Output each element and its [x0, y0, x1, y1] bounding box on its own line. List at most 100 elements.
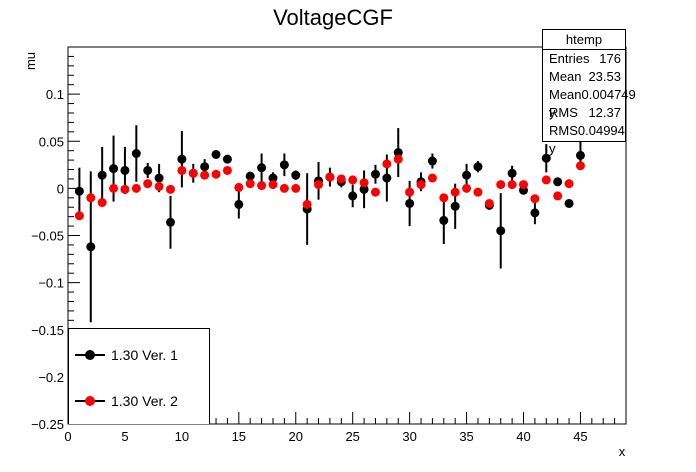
data-point	[86, 193, 96, 203]
data-point	[507, 180, 517, 190]
data-point	[530, 194, 540, 204]
data-point	[382, 173, 392, 183]
legend: 1.30 Ver. 1 1.30 Ver. 2	[68, 328, 210, 424]
chart-title: VoltageCGF	[273, 5, 393, 30]
data-point	[120, 165, 130, 175]
data-point	[143, 165, 153, 175]
data-point	[245, 171, 255, 181]
data-point	[291, 183, 301, 193]
stats-value: 0.004749	[581, 87, 636, 102]
stats-row-rms-y: RMS y 0.04994	[543, 122, 625, 156]
data-point	[359, 184, 369, 194]
data-point	[393, 148, 403, 158]
data-point	[348, 175, 358, 185]
data-point	[462, 183, 472, 193]
data-point	[222, 154, 232, 164]
data-point	[109, 164, 119, 174]
data-point	[473, 162, 483, 172]
data-point	[268, 173, 278, 183]
data-point	[370, 169, 380, 179]
data-point	[462, 170, 472, 180]
data-point	[154, 173, 164, 183]
data-point	[131, 149, 141, 159]
stats-label: RMS y	[549, 123, 578, 156]
stats-row-rms: RMS 12.37	[543, 104, 625, 122]
data-point	[370, 187, 380, 197]
x-tick-label: 25	[345, 429, 359, 444]
stats-value: 176	[599, 51, 621, 66]
y-tick-label: −0.2	[38, 370, 64, 385]
x-axis-label: x	[619, 444, 626, 459]
y-tick-label: 0	[57, 181, 64, 196]
data-point	[416, 180, 426, 190]
x-tick-label: 35	[459, 429, 473, 444]
y-tick-label: −0.1	[38, 276, 64, 291]
data-point	[427, 156, 437, 166]
x-tick-label: 5	[121, 429, 128, 444]
stats-label: RMS	[549, 105, 578, 120]
data-point	[154, 181, 164, 191]
stats-value: 23.53	[588, 69, 621, 84]
stats-value: 12.37	[588, 105, 621, 120]
data-point	[564, 198, 574, 208]
legend-marker-ver1	[75, 345, 105, 365]
y-tick-label: −0.05	[31, 229, 64, 244]
data-point	[427, 173, 437, 183]
data-point	[165, 217, 175, 227]
data-point	[200, 170, 210, 180]
stats-row-entries: Entries 176	[543, 50, 625, 68]
data-point	[74, 186, 84, 196]
data-point	[165, 184, 175, 194]
data-point	[439, 215, 449, 225]
series-layer	[74, 125, 585, 323]
data-point	[575, 150, 585, 160]
y-tick-label: 0.05	[39, 134, 64, 149]
legend-marker-ver2	[75, 391, 105, 411]
x-tick-label: 10	[175, 429, 189, 444]
x-tick-label: 20	[289, 429, 303, 444]
data-point	[405, 187, 415, 197]
data-point	[291, 170, 301, 180]
data-point	[393, 154, 403, 164]
data-point	[405, 198, 415, 208]
data-point	[188, 168, 198, 178]
x-tick-label: 0	[64, 429, 71, 444]
data-point	[211, 169, 221, 179]
data-point	[97, 198, 107, 208]
legend-entry-ver2: 1.30 Ver. 2	[75, 391, 178, 411]
data-point	[507, 168, 517, 178]
stats-title: htemp	[543, 30, 625, 50]
data-point	[530, 208, 540, 218]
y-tick-label: −0.25	[31, 417, 64, 432]
data-point	[382, 159, 392, 169]
stats-row-mean: Mean 23.53	[543, 68, 625, 86]
data-point	[222, 165, 232, 175]
x-axis: 0 5 10 15 20 25 30 35 40 45	[64, 412, 627, 444]
y-tick-label: −0.15	[31, 323, 64, 338]
data-point	[314, 180, 324, 190]
data-point	[211, 149, 221, 159]
x-tick-label: 40	[516, 429, 530, 444]
data-point	[484, 198, 494, 208]
x-tick-label: 15	[232, 429, 246, 444]
data-point	[496, 180, 506, 190]
data-point	[279, 183, 289, 193]
data-point	[473, 187, 483, 197]
data-point	[439, 193, 449, 203]
x-tick-label: 30	[402, 429, 416, 444]
stats-box: htemp Entries 176 Mean 23.53 Mean y 0.00…	[542, 29, 636, 156]
data-point	[257, 181, 267, 191]
data-point	[302, 199, 312, 209]
data-point	[97, 170, 107, 180]
data-point	[268, 180, 278, 190]
data-point	[257, 163, 267, 173]
stats-label: Mean	[549, 69, 582, 84]
data-point	[553, 177, 563, 187]
series-2	[74, 154, 585, 221]
data-point	[74, 211, 84, 221]
data-point	[496, 226, 506, 236]
legend-label: 1.30 Ver. 1	[111, 347, 178, 363]
data-point	[109, 183, 119, 193]
y-tick-label: 0.1	[46, 87, 64, 102]
data-point	[541, 153, 551, 163]
